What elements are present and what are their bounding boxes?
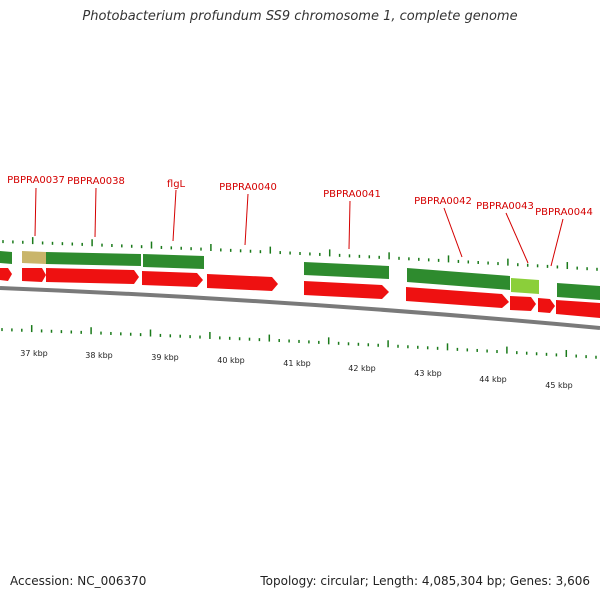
leader-line [172,189,177,242]
summary-text: Topology: circular; Length: 4,085,304 bp… [260,574,590,588]
green-feature[interactable] [557,283,600,300]
gene-label[interactable]: PBPRA0038 [67,176,125,187]
kbp-tick-track [1,325,597,359]
gene-label-leaders [34,187,564,267]
kbp-label: 38 kbp [85,351,113,360]
green-feature[interactable] [46,252,141,266]
gene-label[interactable]: PBPRA0043 [476,201,534,212]
green-feature[interactable] [511,278,539,294]
red-feature[interactable] [22,268,46,282]
red-feature[interactable] [510,296,536,311]
gene-label[interactable]: flgL [167,179,186,190]
leader-line [94,187,97,238]
accession-text: Accession: NC_006370 [10,574,147,588]
kbp-label: 39 kbp [151,353,179,362]
upper-tick-track [2,237,598,271]
red-feature[interactable] [556,300,600,318]
red-feature[interactable] [142,271,203,287]
green-feature[interactable] [0,251,12,264]
green-feature[interactable] [407,268,510,290]
leader-line [505,212,529,264]
red-feature[interactable] [207,274,278,291]
page-title: Photobacterium profundum SS9 chromosome … [82,9,518,24]
gene-label[interactable]: PBPRA0042 [414,196,472,207]
leader-line [443,207,463,258]
gene-label[interactable]: PBPRA0040 [219,182,277,193]
leader-line [348,200,351,250]
green-feature[interactable] [22,251,46,264]
red-feature[interactable] [406,287,509,308]
green-feature[interactable] [304,262,389,279]
red-feature[interactable] [0,268,12,281]
red-feature[interactable] [46,268,139,284]
gene-label[interactable]: PBPRA0041 [323,189,381,200]
gene-label[interactable]: PBPRA0044 [535,207,593,218]
kbp-label: 42 kbp [348,364,376,373]
green-feature[interactable] [143,254,204,269]
red-feature-track [0,268,600,318]
leader-line [550,218,564,267]
chromosome-backbone [0,286,600,330]
kbp-label: 45 kbp [545,381,573,390]
gene-label[interactable]: PBPRA0037 [7,175,65,186]
green-feature-track [0,251,600,300]
leader-line [244,193,249,246]
leader-line [34,187,37,237]
kbp-label: 44 kbp [479,375,507,384]
kbp-label: 40 kbp [217,356,245,365]
kbp-label: 37 kbp [20,349,48,358]
red-feature[interactable] [538,298,555,313]
kbp-label: 41 kbp [283,359,311,368]
kbp-label: 43 kbp [414,369,442,378]
red-feature[interactable] [304,281,389,299]
